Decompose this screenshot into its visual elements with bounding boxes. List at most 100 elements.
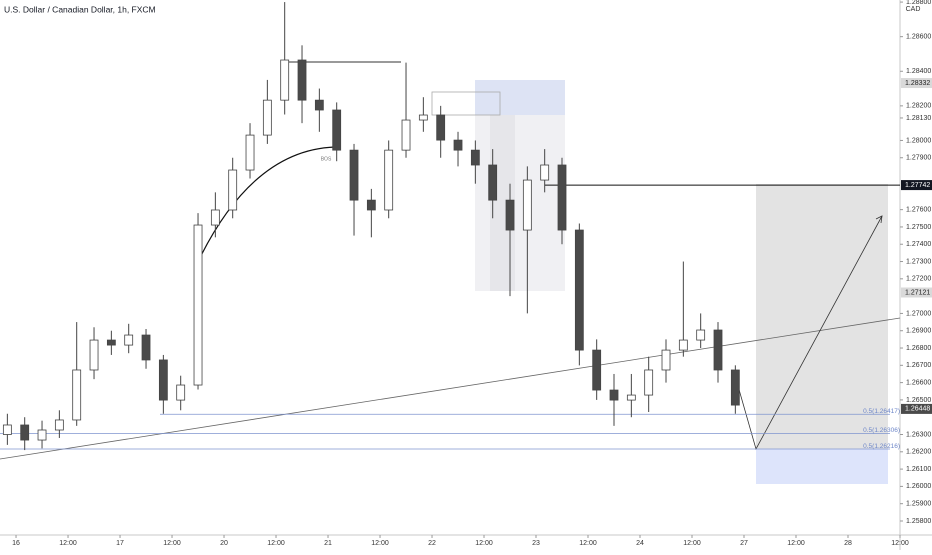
y-tick-label: 1.27500 xyxy=(906,224,931,231)
candle-body xyxy=(297,59,307,101)
candle-body xyxy=(262,99,272,136)
y-tick-label: 1.27300 xyxy=(906,258,931,265)
arrow-head xyxy=(875,215,883,224)
target-zone xyxy=(756,184,888,449)
fib-label: 0.5(1.26306) xyxy=(863,427,900,434)
y-tick-label: 1.26900 xyxy=(906,328,931,335)
price-tag xyxy=(901,287,932,298)
y-tick-label: 1.26100 xyxy=(906,466,931,473)
candle-body xyxy=(314,99,324,111)
candle-body xyxy=(141,334,151,361)
x-tick-label: 12:00 xyxy=(579,540,597,547)
y-tick-label: 1.26200 xyxy=(906,449,931,456)
axes: 1.25800 1.25900 1.26000 1.26100 1.26200 1.263… xyxy=(12,0,932,547)
x-tick-label: 12:00 xyxy=(371,540,389,547)
supply-zone xyxy=(475,80,565,115)
y-tick-label: 1.27900 xyxy=(906,155,931,162)
x-tick-label: 23 xyxy=(532,540,540,547)
candle-body xyxy=(228,169,238,211)
y-tick-label: 1.26700 xyxy=(906,362,931,369)
candle-body xyxy=(453,139,463,151)
x-tick-label: 28 xyxy=(844,540,852,547)
candle-body xyxy=(661,349,671,371)
x-tick-label: 20 xyxy=(220,540,228,547)
candle-body xyxy=(245,134,255,171)
candle-body xyxy=(158,359,168,401)
candle-body xyxy=(730,369,740,406)
y-tick-label: 1.28000 xyxy=(906,137,931,144)
candle-body xyxy=(210,209,220,226)
y-tick-label: 1.28800 xyxy=(906,0,931,6)
candle-body xyxy=(644,369,654,396)
x-tick-label: 12:00 xyxy=(163,540,181,547)
drawings: BOS 0.5(1.26417) 0.5(1.26306) 0.5(1.26216) xyxy=(0,61,901,484)
candle-body xyxy=(37,429,47,441)
price-tag-label: 1.27121 xyxy=(905,289,930,296)
x-tick-label: 12:00 xyxy=(891,540,909,547)
candle-body xyxy=(106,339,116,346)
x-tick-label: 12:00 xyxy=(59,540,77,547)
x-tick-label: 24 xyxy=(636,540,644,547)
candle-body xyxy=(522,179,532,231)
candle-body xyxy=(418,114,428,121)
y-tick-label: 1.26000 xyxy=(906,483,931,490)
price-tag-label: 1.28332 xyxy=(905,80,930,87)
x-tick-label: 12:00 xyxy=(267,540,285,547)
y-tick-label: 1.27600 xyxy=(906,206,931,213)
x-tick-label: 27 xyxy=(740,540,748,547)
y-tick-label: 1.28400 xyxy=(906,68,931,75)
candle-body xyxy=(696,329,706,341)
y-tick-label: 1.28200 xyxy=(906,103,931,110)
candle-body xyxy=(366,199,376,211)
bos-curve xyxy=(194,146,336,269)
candle-body xyxy=(678,339,688,351)
candle-body xyxy=(488,164,498,201)
price-tag xyxy=(901,78,932,89)
y-tick-label: 1.26500 xyxy=(906,397,931,404)
candle-body xyxy=(505,199,515,231)
candle-body xyxy=(193,224,203,386)
candle-body xyxy=(540,164,550,181)
range-zone xyxy=(475,115,565,291)
stop-zone xyxy=(756,449,888,484)
candle-body xyxy=(592,349,602,391)
candle-body xyxy=(72,369,82,421)
candle-body xyxy=(436,114,446,141)
candle-body xyxy=(713,329,723,371)
x-tick-label: 12:00 xyxy=(787,540,805,547)
trend-line xyxy=(0,317,901,460)
x-tick-label: 17 xyxy=(116,540,124,547)
candle-body xyxy=(2,424,12,435)
fib-label: 0.5(1.26216) xyxy=(863,443,900,450)
candle-body xyxy=(89,339,99,371)
annotation: BOS xyxy=(321,156,332,162)
candle-body xyxy=(470,149,480,166)
x-tick-label: 22 xyxy=(428,540,436,547)
candle-body xyxy=(574,229,584,351)
axis-unit: CAD xyxy=(906,6,921,13)
candle-body xyxy=(54,419,64,431)
candle-body xyxy=(176,384,186,401)
candle-body xyxy=(332,109,342,151)
order-block xyxy=(431,91,501,116)
y-tick-label: 1.26300 xyxy=(906,431,931,438)
x-tick-label: 21 xyxy=(324,540,332,547)
y-tick-label: 1.26800 xyxy=(906,345,931,352)
x-tick-label: 16 xyxy=(12,540,20,547)
y-tick-label: 1.28600 xyxy=(906,34,931,41)
candle-body xyxy=(401,119,411,151)
y-tick-label: 1.27400 xyxy=(906,241,931,248)
y-tick-label: 1.26600 xyxy=(906,379,931,386)
candle-body xyxy=(349,149,359,201)
candle-body xyxy=(609,389,619,401)
candles xyxy=(2,2,740,451)
chart-title: U.S. Dollar / Canadian Dollar, 1h, FXCM xyxy=(4,4,156,14)
price-tag xyxy=(901,180,932,191)
y-tick-label: 1.27000 xyxy=(906,310,931,317)
candle-body xyxy=(20,424,30,441)
price-tag xyxy=(901,403,932,414)
price-tag-label: 1.26448 xyxy=(905,406,930,413)
y-tick-label: 1.27200 xyxy=(906,276,931,283)
candle-body xyxy=(124,334,134,346)
